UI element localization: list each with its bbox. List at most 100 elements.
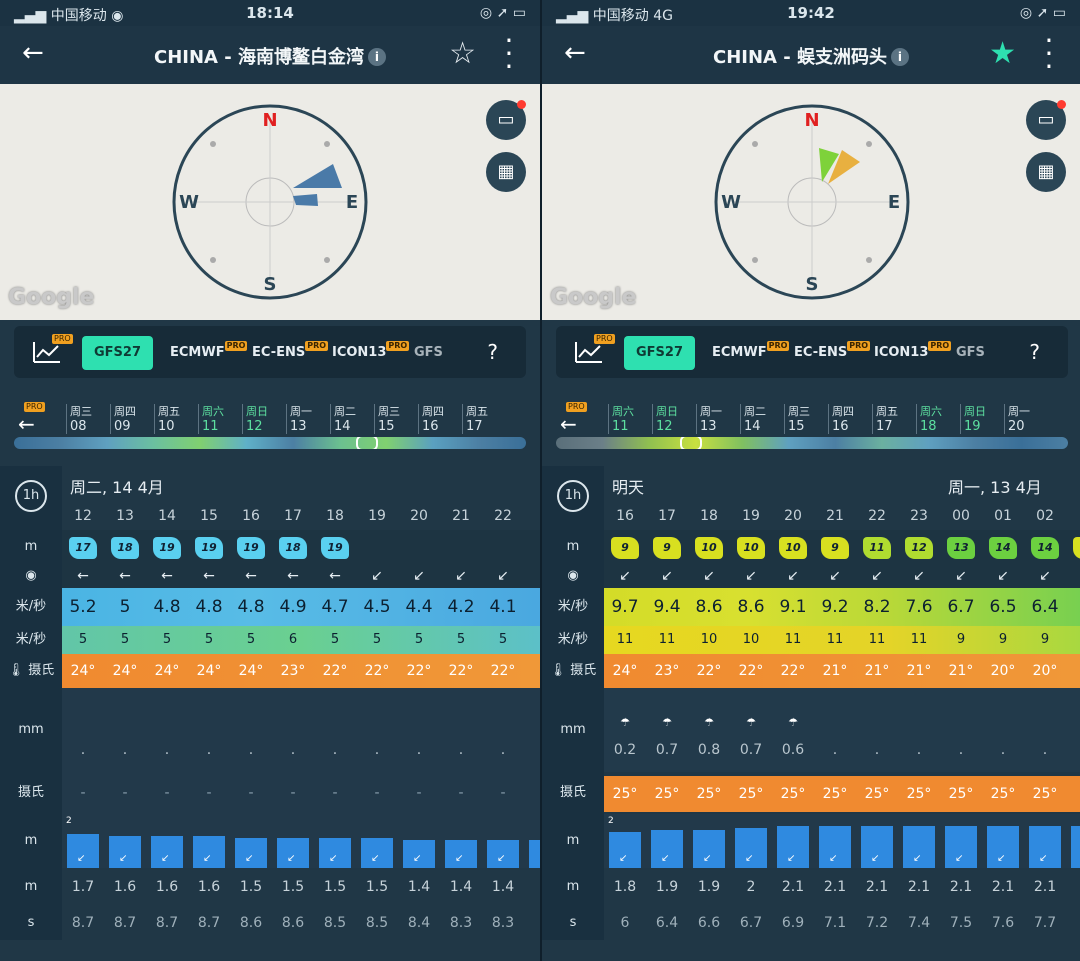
day-tab[interactable]: 周三 08	[66, 404, 106, 434]
pro-badge: PRO	[594, 334, 615, 344]
chart-icon[interactable]	[574, 340, 604, 364]
day-tab[interactable]: 周六 18	[916, 404, 956, 434]
back-arrow-icon[interactable]: ←	[22, 38, 44, 68]
wind-flag-badge: 18	[279, 537, 307, 559]
help-icon[interactable]: ?	[487, 340, 498, 364]
model-tab-gfs[interactable]: GFS	[956, 345, 985, 360]
timeline-handle[interactable]	[356, 437, 378, 449]
map-area[interactable]: N E S W Google ▭ ▦	[542, 84, 1080, 320]
day-tab[interactable]: 周六 11	[608, 404, 648, 434]
wave-unit-label: m	[566, 833, 580, 848]
day-tab[interactable]: 周三 15	[784, 404, 824, 434]
wave-period-cell: 7.2	[865, 915, 889, 931]
sea-temp-cell: -	[248, 785, 254, 801]
rain-icon: ☂	[662, 716, 672, 729]
model-tab-ecmwf[interactable]: ECMWF PRO	[712, 336, 790, 370]
day-tab[interactable]: 周五 10	[154, 404, 194, 434]
back-arrow-icon[interactable]: ←	[564, 38, 586, 68]
more-menu-icon[interactable]: · · ·	[1044, 24, 1054, 83]
wind-direction-arrow: ↙	[955, 568, 967, 584]
map-button[interactable]: ▦	[486, 152, 526, 192]
sea-temp-cell: -	[122, 785, 128, 801]
day-number: 20	[1008, 419, 1025, 434]
day-tab[interactable]: 周四 16	[418, 404, 458, 434]
wave-height-cell: 2	[1066, 868, 1080, 906]
hour-label: 12	[74, 508, 92, 524]
wave-height-cell: 1.4	[491, 879, 515, 895]
day-name: 周六	[612, 405, 634, 418]
day-tab[interactable]: 周日 12	[652, 404, 692, 434]
wind-flag-cell: 9	[604, 536, 646, 559]
model-tab-ec-ens[interactable]: EC-ENS PRO	[794, 336, 871, 370]
wave-direction-icon: ↙	[955, 853, 964, 864]
interval-button[interactable]: 1h	[15, 480, 47, 512]
compass-s: S	[806, 274, 819, 295]
wind-flag-badge: 10	[779, 537, 807, 559]
wind-flag-badge: 9	[611, 537, 639, 559]
wave-period-cell: 8.5	[365, 915, 389, 931]
wave-height-bar: ↙	[529, 840, 540, 868]
day-tab[interactable]: 周一 13	[286, 404, 326, 434]
day-tab[interactable]: 周日 12	[242, 404, 282, 434]
wind-gust-cell: 5	[330, 632, 340, 647]
more-menu-icon[interactable]: · · ·	[504, 24, 514, 83]
wave-direction-icon: ↙	[203, 853, 212, 864]
map-area[interactable]: N E S W Google ▭ ▦	[0, 84, 540, 320]
sea-temp-cell: 2	[1066, 776, 1080, 812]
day-tab[interactable]: 周日 19	[960, 404, 1000, 434]
model-tab-ecmwf[interactable]: ECMWF PRO	[170, 336, 248, 370]
carrier-text: ▂▄▆ 中国移动 ◉	[14, 8, 124, 24]
wind-petal	[819, 148, 839, 182]
wind-speed-cell: 5.2	[69, 597, 97, 617]
wind-flag-cell: 18	[104, 536, 146, 559]
wave-height-cell: 1.5	[281, 879, 305, 895]
chat-button[interactable]: ▭	[1026, 100, 1066, 140]
sea-temp-cell: -	[458, 785, 464, 801]
wind-speed-cell: 4.8	[237, 597, 265, 617]
wind-gust-cell: 5	[162, 632, 172, 647]
day-tab[interactable]: 周四 09	[110, 404, 150, 434]
wind-flag-badge: 10	[737, 537, 765, 559]
info-icon[interactable]: i	[367, 48, 386, 66]
hour-label: 18	[700, 508, 718, 524]
model-tab-gfs27[interactable]: GFS27	[624, 336, 696, 370]
model-tab-gfs[interactable]: GFS	[414, 345, 443, 360]
compass-ring	[714, 104, 910, 300]
wave-height-cell: 2.1	[781, 879, 805, 895]
help-icon[interactable]: ?	[1029, 340, 1040, 364]
day-tab[interactable]: 周五 17	[462, 404, 502, 434]
prev-arrow-icon[interactable]: ←	[18, 412, 35, 436]
day-tab[interactable]: 周五 17	[872, 404, 912, 434]
favorite-star-icon[interactable]: ★	[989, 36, 1016, 71]
wave-height-row: 1.8 1.9 1.9 2 2.1 2.1 2.1 2.1 2.1 2.1 2.1 2	[604, 868, 1080, 906]
temperature-cell: 21°	[948, 663, 974, 679]
wind-flag-badge: 14	[989, 537, 1017, 559]
day-tab[interactable]: 周一 13	[696, 404, 736, 434]
day-tab[interactable]: 周三 15	[374, 404, 414, 434]
day-number: 12	[656, 419, 673, 434]
rain-amount: .	[524, 742, 540, 758]
model-tab-icon13[interactable]: ICON13 PRO	[332, 336, 410, 370]
temperature-cell: 22°	[448, 663, 474, 679]
interval-button[interactable]: 1h	[557, 480, 589, 512]
wind-speed-cell: 3	[524, 588, 541, 626]
timeline-slider[interactable]	[556, 437, 1068, 449]
day-tab[interactable]: 周四 16	[828, 404, 868, 434]
status-icons: ◎ ➚ ▭	[1019, 5, 1066, 21]
day-tab[interactable]: 周二 14	[740, 404, 780, 434]
chart-icon[interactable]	[32, 340, 62, 364]
model-tab-icon13[interactable]: ICON13 PRO	[874, 336, 952, 370]
day-tab[interactable]: 周一 20	[1004, 404, 1044, 434]
timeline-slider[interactable]	[14, 437, 526, 449]
day-tab[interactable]: 周二 14	[330, 404, 370, 434]
sea-temp-unit-label: 摄氏	[559, 785, 586, 800]
timeline-handle[interactable]	[680, 437, 702, 449]
chat-button[interactable]: ▭	[486, 100, 526, 140]
day-tab[interactable]: 周六 11	[198, 404, 238, 434]
prev-arrow-icon[interactable]: ←	[560, 412, 577, 436]
info-icon[interactable]: i	[890, 48, 909, 66]
model-tab-ec-ens[interactable]: EC-ENS PRO	[252, 336, 329, 370]
model-tab-gfs27[interactable]: GFS27	[82, 336, 154, 370]
favorite-star-icon[interactable]: ☆	[449, 36, 476, 71]
map-button[interactable]: ▦	[1026, 152, 1066, 192]
